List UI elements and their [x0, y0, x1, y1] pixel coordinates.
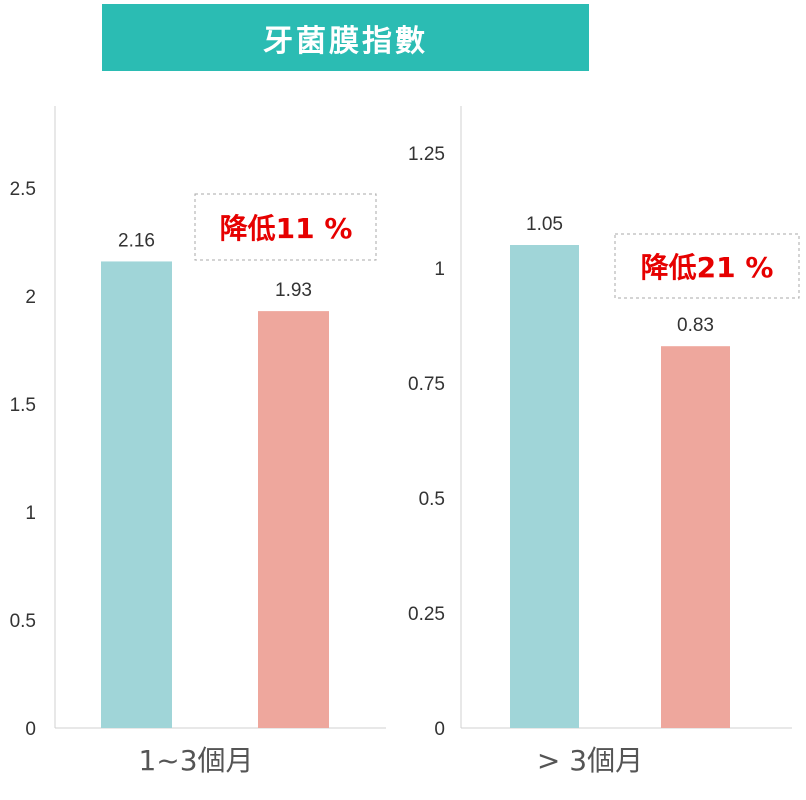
x-group-label-2: > 3個月: [537, 744, 643, 777]
y-tick-label: 0: [25, 719, 36, 740]
bar-1-3m-after: [258, 311, 329, 728]
y-tick-label: 1: [25, 503, 36, 524]
annotation-box-1: [194, 193, 377, 261]
panel-1-y-ticks: 0 0.5 1 1.5 2 2.5: [10, 179, 36, 740]
y-tick-label: 2.5: [10, 179, 36, 200]
title-banner: 牙菌膜指數: [102, 4, 589, 71]
annotation-text-1: 降低11 %: [220, 212, 353, 245]
data-label-over-3m-after: 0.83: [677, 315, 714, 336]
y-tick-label: 0.25: [408, 604, 445, 625]
y-tick-label: 0.5: [419, 489, 445, 510]
chart-panel-1: 0 0.5 1 1.5 2 2.5 2.16 1.93 降低11 % 1~3個月: [10, 106, 386, 777]
y-tick-label: 0: [434, 719, 445, 740]
data-label-1-3m-after: 1.93: [275, 280, 312, 301]
annotation-box-2: [614, 233, 800, 299]
bar-over-3m-before: [510, 245, 579, 728]
annotation-text-2: 降低21 %: [641, 251, 774, 284]
data-label-over-3m-before: 1.05: [526, 214, 563, 235]
data-label-1-3m-before: 2.16: [118, 230, 155, 251]
panel-2-y-ticks: 0 0.25 0.5 0.75 1 1.25: [408, 144, 445, 740]
y-tick-label: 0.75: [408, 374, 445, 395]
x-group-label-1: 1~3個月: [138, 744, 253, 777]
y-tick-label: 0.5: [10, 611, 36, 632]
y-tick-label: 1.25: [408, 144, 445, 165]
bar-1-3m-before: [101, 261, 172, 728]
y-tick-label: 1: [434, 259, 445, 280]
bar-over-3m-after: [661, 346, 730, 728]
chart-panel-2: 0 0.25 0.5 0.75 1 1.25 1.05 0.83 降低21 % > 3個月: [408, 106, 800, 777]
y-tick-label: 2: [25, 287, 36, 308]
chart-title: 牙菌膜指數: [263, 23, 428, 59]
y-tick-label: 1.5: [10, 395, 36, 416]
